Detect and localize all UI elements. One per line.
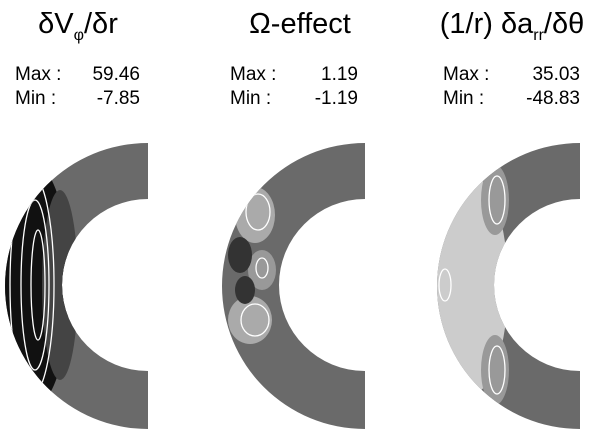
max-value: 35.03	[532, 64, 580, 85]
panel-title: (1/r) δarr/δθ	[440, 8, 584, 44]
max-label: Max :	[230, 64, 276, 85]
panel-title: δVφ/δr	[38, 8, 118, 44]
title-text: /δr	[84, 8, 118, 40]
min-label: Min :	[15, 88, 56, 109]
max-value: 59.46	[92, 64, 140, 85]
title-text: (1/r) δa	[440, 8, 534, 40]
panel-1-plot	[5, 143, 148, 429]
panel-title: Ω-effect	[249, 8, 351, 40]
max-label: Max :	[443, 64, 489, 85]
min-value: -1.19	[315, 88, 358, 109]
title-subscript: rr	[533, 27, 544, 44]
max-value: 1.19	[321, 64, 358, 85]
title-text: Ω-effect	[249, 8, 351, 40]
title-text: /δθ	[544, 8, 584, 40]
min-label: Min :	[443, 88, 484, 109]
title-subscript: φ	[74, 27, 84, 44]
min-value: -48.83	[526, 88, 580, 109]
max-label: Max :	[15, 64, 61, 85]
title-text: δV	[38, 8, 74, 40]
panel-2-plot	[222, 143, 365, 429]
panel-3-plot	[437, 143, 580, 429]
min-label: Min :	[230, 88, 271, 109]
min-value: -7.85	[97, 88, 140, 109]
